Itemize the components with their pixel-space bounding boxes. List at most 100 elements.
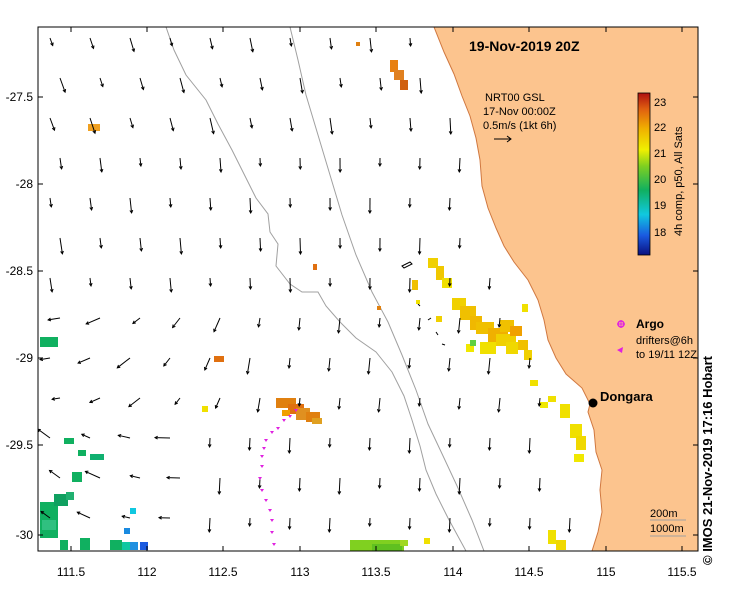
current-vector-head <box>456 329 461 334</box>
current-vector <box>249 117 253 128</box>
sst-pixel <box>442 278 452 288</box>
current-vector-head <box>330 130 334 135</box>
current-vector <box>169 197 172 208</box>
current-vector-head <box>178 166 183 171</box>
drifter-point <box>282 419 286 422</box>
sst-pixel <box>522 304 528 312</box>
current-vector <box>209 277 212 287</box>
current-vector <box>218 477 221 495</box>
current-vector-head <box>245 370 250 375</box>
colorbar <box>637 92 651 256</box>
y-tick-label: -29.5 <box>6 438 34 452</box>
current-vector <box>219 237 222 249</box>
current-vector-head <box>288 204 293 209</box>
current-vector <box>89 197 93 210</box>
current-vector <box>418 317 421 330</box>
current-vector-head <box>298 166 303 171</box>
current-vector <box>219 157 222 173</box>
current-vector <box>448 517 451 533</box>
current-vector-head <box>327 529 332 534</box>
current-vector <box>129 117 134 128</box>
current-vector <box>258 317 261 327</box>
current-vector <box>59 157 63 169</box>
current-vector <box>329 37 332 49</box>
drifter-point <box>270 519 274 522</box>
current-vector-head <box>250 48 255 53</box>
sst-pixel <box>42 520 56 530</box>
y-tick-label: -28 <box>16 177 34 191</box>
current-vector-head <box>100 83 104 88</box>
current-vector <box>458 477 461 495</box>
sst-pixel <box>282 410 290 416</box>
current-vector <box>208 517 211 533</box>
sst-pixel <box>80 538 90 550</box>
current-vector-head <box>163 362 167 367</box>
current-vector <box>419 237 421 255</box>
current-vector-head <box>218 244 223 250</box>
current-vector-head <box>40 510 45 515</box>
sst-pixel <box>377 306 381 310</box>
current-vector <box>367 357 371 374</box>
sst-pixel <box>78 450 86 456</box>
x-axis: 111.5 112 112.5 113 113.5 114 114.5 115 … <box>57 565 697 579</box>
current-vector <box>419 77 422 94</box>
current-vector <box>49 469 61 479</box>
current-vector <box>259 77 263 90</box>
current-vector <box>40 511 51 519</box>
sst-pixel <box>312 418 322 424</box>
current-vector-head <box>48 469 53 474</box>
current-vector <box>132 317 141 324</box>
map-title: 19-Nov-2019 20Z <box>469 38 580 54</box>
current-vector-head <box>367 210 372 215</box>
drifter-point <box>276 427 280 430</box>
current-vector <box>538 477 541 492</box>
current-vector <box>568 517 571 533</box>
current-vector-head <box>287 526 292 531</box>
current-vector <box>49 117 55 131</box>
current-vector <box>369 37 372 52</box>
current-vector-head <box>338 169 343 174</box>
isobath-200m <box>289 27 485 551</box>
current-vector-head <box>214 405 219 410</box>
sst-pixel <box>64 438 74 444</box>
current-vector-head <box>153 435 158 440</box>
sst-pixel <box>390 60 398 72</box>
current-vector-head <box>213 328 217 333</box>
current-vector-head <box>211 130 215 135</box>
current-vector-head <box>169 42 174 47</box>
current-vector <box>378 397 381 412</box>
current-vector-head <box>170 127 175 132</box>
current-vector <box>179 157 182 170</box>
y-axis: -27.5 -28 -28.5 -29 -29.5 -30 <box>6 90 34 542</box>
current-vector <box>409 517 411 530</box>
sst-pixel <box>530 380 538 386</box>
current-vector-head <box>248 210 253 215</box>
current-vector <box>174 397 181 405</box>
sst-pixel <box>202 406 208 412</box>
x-tick-label: 114 <box>443 565 462 579</box>
current-vector <box>418 397 421 407</box>
current-vector-head <box>417 403 422 408</box>
sst-pixel <box>470 340 476 346</box>
current-vector <box>139 237 142 251</box>
current-vector-head <box>88 282 93 287</box>
current-vector-head <box>129 286 133 290</box>
current-vector <box>299 237 301 255</box>
current-vector <box>459 237 461 249</box>
current-vector <box>89 277 92 286</box>
current-vector <box>89 397 101 403</box>
current-vector-head <box>129 474 134 479</box>
sst-pixel <box>400 80 408 90</box>
colorbar-tick: 21 <box>654 148 666 160</box>
current-vector <box>369 117 372 128</box>
current-vector-head <box>174 401 179 406</box>
current-vector-head <box>218 169 223 174</box>
colorbar-tick: 18 <box>654 227 666 239</box>
current-vector <box>378 317 381 328</box>
current-vector <box>139 157 142 167</box>
y-tick-label: -30 <box>16 528 34 542</box>
isobath-200m-label: 200m <box>650 508 678 520</box>
current-vector-head <box>376 408 381 413</box>
current-vector <box>487 357 491 374</box>
current-vector-head <box>289 127 294 132</box>
